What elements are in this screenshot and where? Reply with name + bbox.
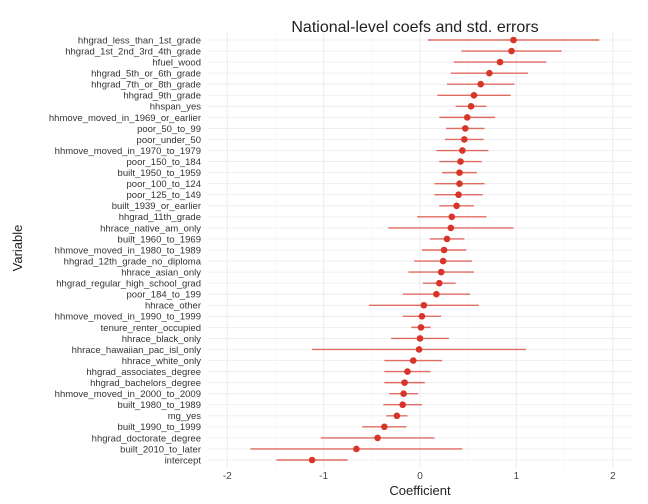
x-tick-label: -2 [223, 471, 232, 482]
coef-point [401, 379, 408, 386]
coef-point [415, 346, 423, 353]
category-label: intercept [165, 455, 202, 466]
coef-point [486, 69, 493, 77]
coef-point [467, 103, 475, 110]
coef-point [440, 246, 448, 254]
x-axis-title: Coefficient [389, 483, 451, 498]
category-label: hhspan_yes [150, 102, 201, 113]
coef-point [457, 158, 464, 165]
coef-point [400, 390, 407, 397]
category-label: poor_184_to_199 [127, 290, 202, 301]
coef-point [381, 423, 388, 431]
category-label: hfuel_wood [152, 58, 201, 69]
category-label: poor_50_to_99 [137, 124, 201, 135]
category-label: hhrace_hawaiian_pac_isl_only [72, 345, 202, 356]
category-label: hhgrad_less_than_1st_grade [78, 35, 201, 46]
coef-point [393, 412, 401, 420]
category-label: hhgrad_5th_or_6th_grade [91, 69, 201, 80]
category-label: hhrace_other [145, 301, 201, 312]
category-label: built_1950_to_1959 [118, 168, 201, 179]
x-tick-label-layer: -2 -1 0 1 2 [223, 471, 616, 482]
category-label-layer: hhgrad_less_than_1st_gradehhgrad_1st_2nd… [49, 35, 202, 466]
category-label: hhmove_moved_in_1990_to_1999 [55, 312, 201, 323]
category-label: hhrace_native_am_only [100, 223, 201, 234]
category-label: tenure_renter_occupied [101, 323, 201, 334]
category-label: hhrace_white_only [122, 356, 201, 367]
coef-point [418, 313, 426, 320]
coef-point [308, 456, 316, 464]
category-label: poor_under_50 [137, 135, 201, 146]
coef-point [461, 136, 468, 143]
coef-point [439, 257, 447, 265]
coef-point [433, 290, 440, 298]
y-axis-title: Variable [10, 225, 25, 272]
category-label: hhmove_moved_in_2000_to_2009 [55, 389, 201, 400]
x-tick-label: 0 [417, 471, 423, 482]
category-label: hhgrad_regular_high_school_grad [56, 279, 201, 290]
x-tick-label: 1 [514, 471, 520, 482]
category-label: hhgrad_9th_grade [123, 91, 201, 102]
category-label: hhgrad_associates_degree [86, 367, 201, 378]
category-label: poor_125_to_149 [127, 190, 202, 201]
category-label: built_1939_or_earlier [112, 201, 201, 212]
category-label: hhgrad_doctorate_degree [92, 433, 201, 444]
x-tick-label: -1 [319, 471, 328, 482]
category-label: poor_150_to_184 [127, 157, 202, 168]
category-label: hhgrad_bachelors_degree [90, 378, 201, 389]
coef-point [477, 80, 485, 88]
coef-point [420, 301, 428, 309]
coef-point [416, 335, 424, 342]
category-label: hhgrad_12th_grade_no_diploma [64, 256, 202, 267]
coef-point [510, 36, 517, 44]
coef-point [508, 47, 515, 55]
category-label: hhgrad_1st_2nd_3rd_4th_grade [65, 46, 201, 57]
category-label: hhrace_black_only [122, 334, 201, 345]
coef-point [463, 114, 471, 121]
category-label: hhmove_moved_in_1969_or_earlier [49, 113, 201, 124]
point-layer [308, 36, 517, 464]
coef-point [374, 434, 381, 442]
x-tick-label: 2 [610, 471, 616, 482]
category-label: built_2010_to_later [120, 444, 201, 455]
coef-point [448, 213, 456, 221]
coef-point [470, 91, 478, 99]
coef-point [456, 180, 463, 187]
coef-point [437, 268, 445, 276]
coef-point [353, 445, 360, 453]
coef-point [456, 169, 463, 176]
coef-point [459, 147, 466, 154]
category-label: hhgrad_11th_grade [119, 212, 201, 223]
category-label: hhgrad_7th_or_8th_grade [91, 80, 201, 91]
coef-point [447, 224, 455, 232]
coef-point [461, 125, 469, 132]
category-label: hhmove_moved_in_1980_to_1989 [55, 245, 201, 256]
category-label: hhmove_moved_in_1970_to_1979 [55, 146, 201, 157]
coef-point [435, 279, 443, 287]
coef-point [399, 401, 406, 409]
category-label: built_1980_to_1989 [118, 400, 201, 411]
category-label: poor_100_to_124 [127, 179, 202, 190]
chart-title: National-level coefs and std. errors [291, 19, 538, 36]
coef-point [453, 202, 460, 210]
category-label: built_1960_to_1969 [118, 234, 201, 245]
coef-point [409, 357, 417, 364]
category-label: hhrace_asian_only [121, 268, 201, 279]
coef-point [496, 58, 504, 66]
coef-point [443, 235, 451, 243]
category-label: mg_yes [168, 411, 202, 422]
coef-point [404, 368, 411, 375]
coef-point [455, 191, 462, 199]
coef-point [417, 324, 425, 331]
category-label: built_1990_to_1999 [118, 422, 201, 433]
